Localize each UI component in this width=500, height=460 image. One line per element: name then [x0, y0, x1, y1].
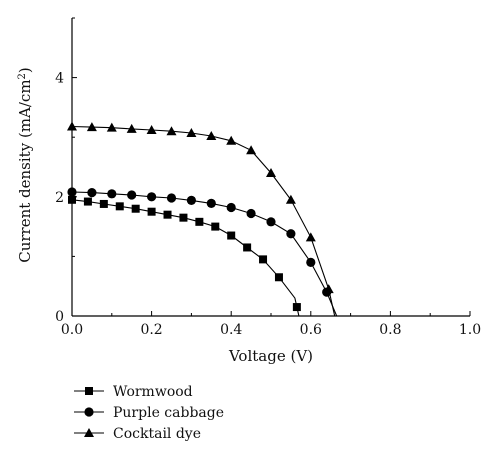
x-axis-title: Voltage (V): [228, 347, 313, 365]
data-point-cocktail-dye: [285, 194, 296, 204]
markers-layer: [67, 121, 334, 312]
y-axis-title-superscript: 2: [17, 73, 28, 79]
data-point-wormwood: [147, 207, 156, 216]
x-tick-label: 0.2: [140, 322, 162, 338]
data-point-wormwood: [227, 231, 236, 240]
data-point-cocktail-dye: [305, 232, 316, 242]
data-point-wormwood: [68, 195, 76, 204]
data-point-wormwood: [274, 273, 283, 282]
data-point-cocktail-dye: [106, 122, 117, 132]
x-ticks: 0.0 0.2 0.4 0.6 0.8 1.0: [61, 311, 481, 338]
legend-marker-cocktail-dye: [84, 428, 94, 437]
x-tick-label: 1.0: [459, 322, 481, 338]
data-point-wormwood: [195, 217, 204, 226]
data-point-wormwood: [99, 199, 108, 208]
data-point-cocktail-dye: [246, 145, 257, 155]
legend-marker-purple-cabbage: [84, 407, 94, 417]
data-point-cocktail-dye: [146, 125, 157, 135]
legend-label-purple-cabbage: Purple cabbage: [113, 405, 224, 421]
curves-layer: [71, 125, 338, 317]
x-tick-label: 0.6: [300, 322, 322, 338]
data-point-purple-cabbage: [67, 187, 77, 197]
y-tick-label: 0: [55, 309, 64, 325]
data-point-wormwood: [115, 202, 124, 211]
data-point-purple-cabbage: [286, 229, 296, 239]
data-point-wormwood: [179, 213, 188, 222]
data-point-cocktail-dye: [226, 135, 237, 145]
data-point-cocktail-dye: [86, 122, 97, 132]
legend: Wormwood Purple cabbage Cocktail dye: [74, 384, 224, 442]
y-axis-title-close: ): [16, 67, 34, 73]
data-point-wormwood: [163, 210, 172, 219]
legend-marker-wormwood: [85, 387, 93, 395]
data-point-cocktail-dye: [323, 284, 334, 294]
data-point-wormwood: [211, 222, 220, 231]
data-point-purple-cabbage: [206, 198, 216, 208]
data-point-purple-cabbage: [306, 257, 316, 267]
data-point-purple-cabbage: [107, 189, 117, 199]
y-tick-label: 4: [55, 71, 64, 87]
data-point-cocktail-dye: [266, 167, 276, 177]
y-ticks: 0 2 4: [55, 17, 77, 325]
data-point-cocktail-dye: [67, 121, 77, 131]
data-point-purple-cabbage: [266, 217, 276, 227]
plot-axes: [71, 18, 470, 317]
legend-label-cocktail-dye: Cocktail dye: [113, 426, 201, 442]
y-axis-title-main: Current density (mA/cm: [16, 79, 34, 262]
x-tick-label: 0.8: [379, 322, 401, 338]
legend-label-wormwood: Wormwood: [113, 384, 193, 400]
data-point-wormwood: [243, 243, 252, 252]
data-point-cocktail-dye: [206, 131, 217, 141]
data-point-purple-cabbage: [147, 192, 157, 202]
data-point-wormwood: [131, 204, 140, 213]
x-tick-label: 0.4: [220, 322, 242, 338]
data-point-wormwood: [259, 255, 268, 264]
data-point-cocktail-dye: [126, 123, 137, 133]
data-point-wormwood: [292, 303, 301, 312]
data-point-purple-cabbage: [186, 195, 196, 205]
data-point-wormwood: [83, 197, 92, 206]
data-point-purple-cabbage: [166, 193, 177, 203]
y-axis-title: Current density (mA/cm2): [16, 67, 34, 263]
data-point-cocktail-dye: [166, 126, 177, 136]
data-point-purple-cabbage: [246, 208, 256, 219]
data-point-purple-cabbage: [226, 202, 236, 213]
y-tick-label: 2: [55, 190, 64, 206]
data-point-purple-cabbage: [127, 190, 137, 200]
data-point-cocktail-dye: [186, 128, 197, 138]
x-tick-label: 0.0: [61, 322, 83, 338]
data-point-purple-cabbage: [87, 188, 97, 198]
